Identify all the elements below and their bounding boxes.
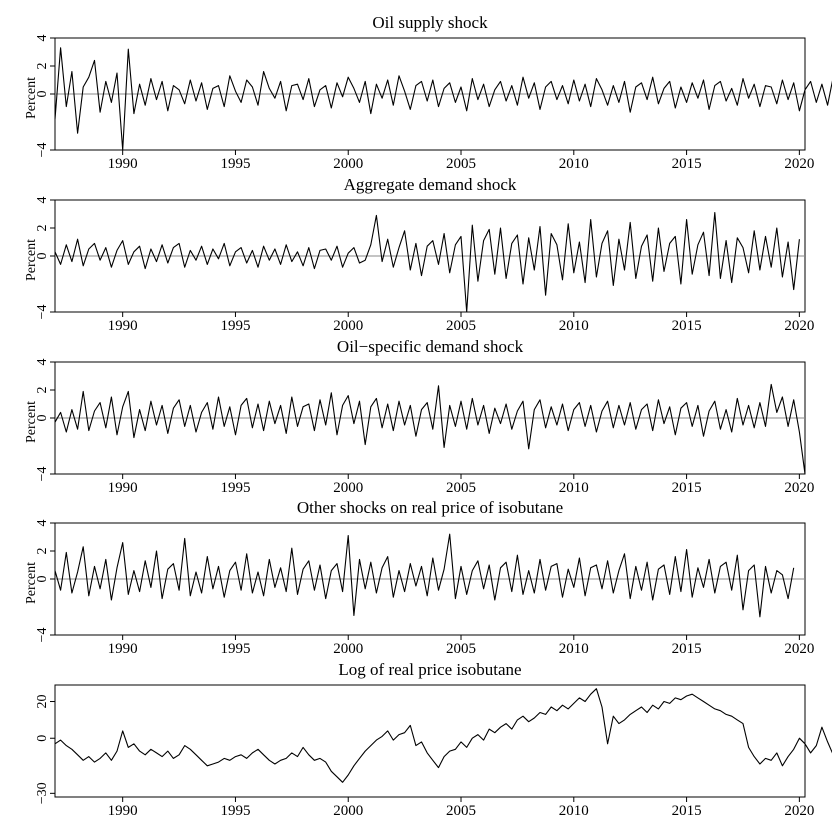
panel-2: Aggregate demand shock 4 2 0 −4 Percent 1990 19… (24, 175, 814, 334)
series-line (54, 212, 800, 313)
x-tick-label: 1995 (220, 318, 250, 334)
x-tick-label: 2015 (672, 156, 702, 172)
x-tick-label: 2000 (333, 156, 363, 172)
x-tick-label: 2015 (672, 641, 702, 657)
x-tick-label: 1990 (108, 480, 138, 496)
y-axis-label: Percent (24, 401, 39, 443)
panel-title: Other shocks on real price of isobutane (297, 498, 563, 517)
y-tick-label: 20 (35, 695, 50, 709)
x-tick-label: 2000 (333, 318, 363, 334)
y-axis-label: Percent (24, 239, 39, 281)
panel-5: Log of real price isobutane 20 0 −30 1990 199… (35, 660, 832, 819)
x-tick-label: 2020 (784, 318, 814, 334)
y-tick-label: 0 (35, 735, 50, 742)
y-tick-label: 2 (35, 63, 50, 70)
y-axis-label: Percent (24, 77, 39, 119)
x-tick-label: 2010 (559, 156, 589, 172)
x-tick-label: 1990 (108, 318, 138, 334)
x-tick-label: 1990 (108, 156, 138, 172)
panel-title: Oil−specific demand shock (337, 337, 524, 356)
y-tick-label: 4 (35, 197, 50, 204)
x-tick-label: 2000 (333, 480, 363, 496)
y-tick-label: 4 (35, 35, 50, 42)
x-tick-label: 2020 (784, 480, 814, 496)
y-tick-label: 0 (35, 91, 50, 98)
series-line (54, 383, 806, 475)
x-tick-label: 2015 (672, 318, 702, 334)
y-tick-label: 2 (35, 387, 50, 394)
x-tick-label: 2015 (672, 480, 702, 496)
panel-3: Oil−specific demand shock 4 2 0 −4 Percent 199… (24, 337, 814, 496)
x-tick-label: 2005 (446, 480, 476, 496)
y-tick-label: 0 (35, 576, 50, 583)
y-tick-label: 4 (35, 359, 50, 366)
x-tick-label: 1995 (220, 480, 250, 496)
panel-title: Aggregate demand shock (344, 175, 517, 194)
x-tick-label: 2020 (784, 803, 814, 819)
y-tick-label: 2 (35, 225, 50, 232)
x-tick-label: 1990 (108, 803, 138, 819)
series-line (54, 533, 795, 618)
x-tick-label: 1990 (108, 641, 138, 657)
x-tick-label: 2010 (559, 803, 589, 819)
x-tick-label: 2005 (446, 156, 476, 172)
x-tick-label: 2020 (784, 641, 814, 657)
x-tick-label: 2015 (672, 803, 702, 819)
x-tick-label: 2000 (333, 803, 363, 819)
y-tick-label: 0 (35, 253, 50, 260)
x-tick-label: 2010 (559, 318, 589, 334)
panel-title: Log of real price isobutane (338, 660, 521, 679)
panel-1: Oil supply shock 4 2 0 −4 Percent 1990 1995 2000… (24, 13, 832, 172)
x-tick-label: 2010 (559, 480, 589, 496)
panel-4: Other shocks on real price of isobutane 4… (24, 498, 814, 657)
x-tick-label: 2020 (784, 156, 814, 172)
y-tick-label: −4 (35, 305, 50, 320)
y-tick-label: 2 (35, 548, 50, 555)
x-tick-label: 2010 (559, 641, 589, 657)
panel-title: Oil supply shock (372, 13, 488, 32)
x-tick-label: 2000 (333, 641, 363, 657)
y-tick-label: 0 (35, 415, 50, 422)
y-tick-label: −4 (35, 628, 50, 643)
x-tick-label: 2005 (446, 803, 476, 819)
plot-frame (54, 684, 806, 798)
series-line (54, 47, 832, 151)
y-tick-label: −30 (35, 782, 50, 804)
x-tick-label: 2005 (446, 641, 476, 657)
y-tick-label: 4 (35, 520, 50, 527)
y-tick-label: −4 (35, 143, 50, 158)
y-tick-label: −4 (35, 467, 50, 482)
y-axis-label: Percent (24, 562, 39, 604)
series-line (54, 688, 832, 783)
x-tick-label: 1995 (220, 803, 250, 819)
x-tick-label: 2005 (446, 318, 476, 334)
x-tick-label: 1995 (220, 641, 250, 657)
x-tick-label: 1995 (220, 156, 250, 172)
